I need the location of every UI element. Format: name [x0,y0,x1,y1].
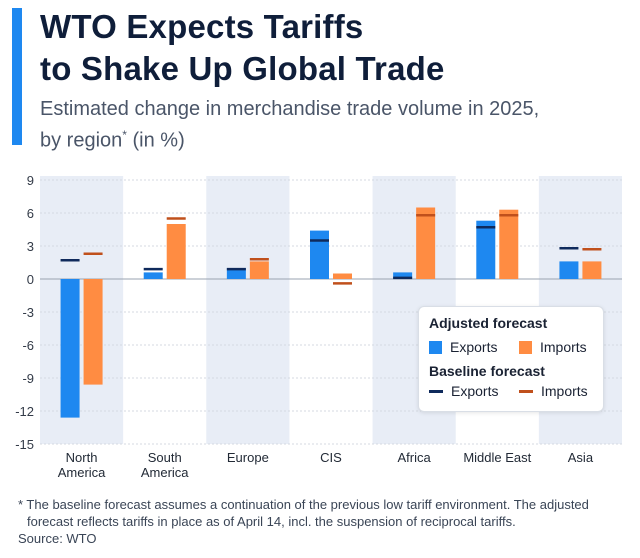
y-tick-label: -3 [22,305,34,320]
footnote: * The baseline forecast assumes a contin… [18,496,630,530]
bar-adjusted-imports [416,207,436,279]
footnote-line-2: forecast reflects tariffs in place as of… [27,514,516,529]
bar-adjusted-imports [83,279,103,385]
y-tick-label: -12 [15,404,34,419]
bar-adjusted-exports [143,272,163,279]
chart-subtitle: Estimated change in merchandise trade vo… [40,96,539,154]
legend-item-adjusted-imports: Imports [519,339,587,355]
y-tick-label: 3 [27,239,34,254]
x-category-label: Europe [227,450,269,465]
category-band [40,176,124,444]
bar-adjusted-exports [393,272,413,279]
legend-label-adjusted-exports: Exports [450,339,498,355]
legend-swatch-adjusted-exports [429,340,442,354]
legend-adjusted-title: Adjusted forecast [429,315,548,331]
subtitle-line-2: by region* (in %) [40,122,539,154]
bar-adjusted-imports [166,224,186,279]
legend: Adjusted forecast Exports Imports Baseli… [418,306,604,412]
bar-adjusted-imports [582,261,602,279]
bar-adjusted-exports [60,279,80,418]
bar-adjusted-exports [476,220,496,279]
legend-label-baseline-imports: Imports [541,383,588,399]
legend-swatch-adjusted-imports [519,340,532,354]
legend-item-adjusted-exports: Exports [429,339,497,355]
title-line-2: to Shake Up Global Trade [40,50,445,87]
chart-title: WTO Expects Tariffs to Shake Up Global T… [40,6,445,90]
y-tick-label: 0 [27,272,34,287]
y-tick-label: -6 [22,338,34,353]
legend-label-adjusted-imports: Imports [540,339,587,355]
legend-label-baseline-exports: Exports [451,383,499,399]
footnote-line-1: * The baseline forecast assumes a contin… [18,497,589,512]
legend-swatch-baseline-exports [429,389,443,393]
x-category-label: CIS [320,450,342,465]
y-tick-label: -9 [22,371,34,386]
bar-chart: 9630-3-6-9-12-15NorthAmericaSouthAmerica… [15,173,622,480]
x-category-label: North [66,450,98,465]
y-tick-label: 9 [27,173,34,188]
subtitle-footnote-marker: * [122,128,127,142]
x-category-label: Middle East [463,450,531,465]
subtitle-line-1: Estimated change in merchandise trade vo… [40,98,540,120]
x-category-label: Africa [398,450,432,465]
legend-swatch-baseline-imports [519,389,533,393]
x-category-label: South [148,450,182,465]
y-tick-label: -15 [15,437,34,452]
bar-adjusted-exports [310,230,329,279]
y-tick-label: 6 [27,206,34,221]
legend-item-baseline-imports: Imports [519,383,588,399]
x-category-label: Asia [568,450,594,465]
source: Source: WTO [18,531,97,546]
legend-item-baseline-exports: Exports [429,383,498,399]
bar-adjusted-imports [499,209,519,279]
bar-adjusted-exports [226,268,246,279]
legend-baseline-title: Baseline forecast [429,363,545,379]
bar-adjusted-imports [249,261,269,279]
x-category-label: America [141,465,189,480]
bar-adjusted-imports [333,273,352,279]
subtitle-region: by region [40,129,123,152]
title-line-1: WTO Expects Tariffs [40,8,364,45]
accent-bar [12,8,22,145]
bar-adjusted-exports [559,261,579,279]
x-category-label: America [58,465,106,480]
category-band [206,176,290,444]
subtitle-unit: (in %) [126,129,185,152]
